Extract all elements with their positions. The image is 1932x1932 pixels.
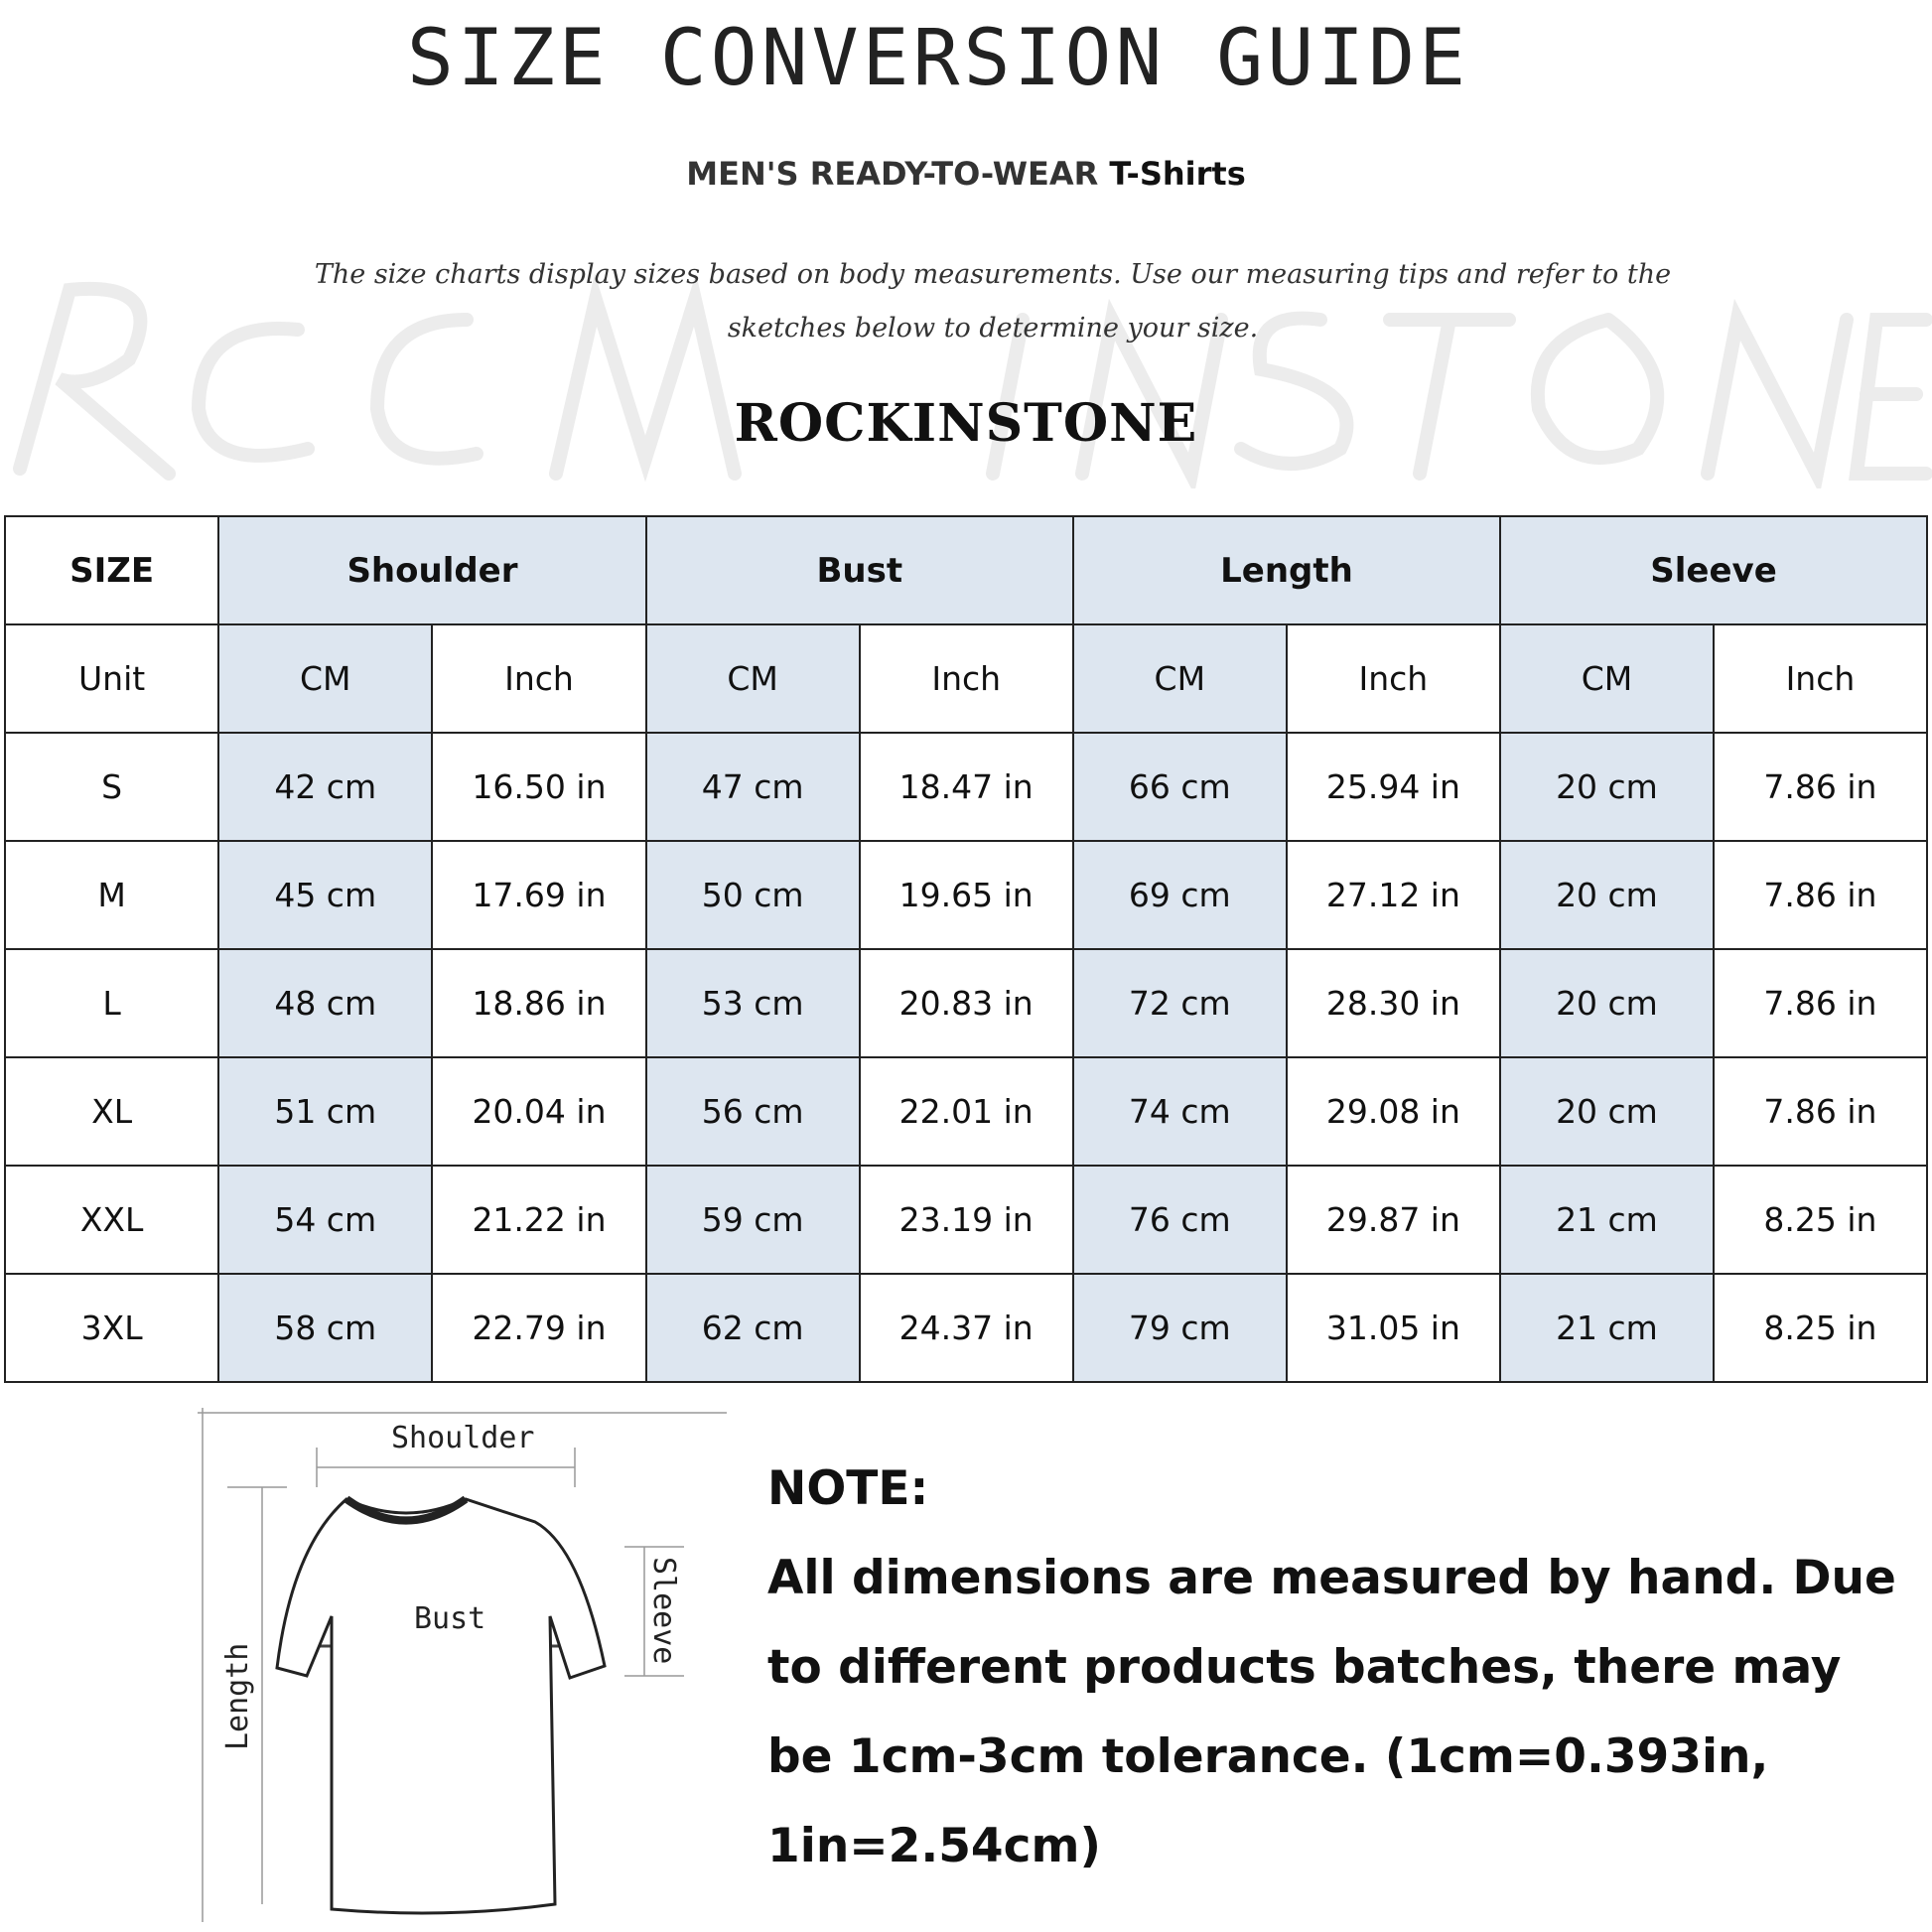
value-cell: 50 cm [644,840,861,950]
value-cell: 53 cm [644,948,861,1058]
table-row: XXL 54 cm 21.22 in 59 cm 23.19 in 76 cm 29.87 … [3,1165,1929,1275]
note: NOTE: All dimensions are measured by han… [767,1445,1919,1891]
subtitle: MEN'S READY-TO-WEAR T-Shirts [0,155,1932,193]
size-header: SIZE [3,515,220,625]
table-row: M 45 cm 17.69 in 50 cm 19.65 in 69 cm 27.12 in… [3,840,1929,950]
subtitle-product: T-Shirts [1109,155,1246,193]
value-cell: 8.25 in [1712,1273,1929,1383]
bust-label: Bust [414,1601,485,1636]
unit-label: Unit [3,623,220,734]
value-cell: 22.01 in [858,1056,1074,1167]
value-cell: 7.86 in [1712,948,1929,1058]
unit-row: Unit CM Inch CM Inch CM Inch CM Inch [3,623,1929,734]
value-cell: 31.05 in [1285,1273,1502,1383]
value-cell: 22.79 in [431,1273,647,1383]
brand-name: ROCKINSTONE [734,393,1198,454]
unit-inch: Inch [431,623,647,734]
value-cell: 27.12 in [1285,840,1502,950]
group-header-length: Length [1071,515,1502,625]
size-cell: XXL [3,1165,220,1275]
table-row: L 48 cm 18.86 in 53 cm 20.83 in 72 cm 28.30 in… [3,948,1929,1058]
value-cell: 20.04 in [431,1056,647,1167]
value-cell: 20 cm [1499,840,1715,950]
size-cell: M [3,840,220,950]
table-row: S 42 cm 16.50 in 47 cm 18.47 in 66 cm 25.94 in… [3,732,1929,842]
group-header-shoulder: Shoulder [217,515,647,625]
value-cell: 48 cm [217,948,434,1058]
value-cell: 72 cm [1071,948,1288,1058]
unit-inch: Inch [1285,623,1502,734]
tshirt-measurement-diagram: Shoulder Bust Length Sleeve [198,1408,727,1922]
size-cell: XL [3,1056,220,1167]
value-cell: 76 cm [1071,1165,1288,1275]
unit-inch: Inch [1712,623,1929,734]
page-title: SIZE CONVERSION GUIDE [406,14,1470,103]
value-cell: 42 cm [217,732,434,842]
unit-cm: CM [1071,623,1288,734]
length-label: Length [220,1643,255,1750]
group-header-bust: Bust [644,515,1074,625]
value-cell: 17.69 in [431,840,647,950]
value-cell: 18.47 in [858,732,1074,842]
value-cell: 25.94 in [1285,732,1502,842]
note-heading: NOTE: [767,1461,929,1516]
size-cell: 3XL [3,1273,220,1383]
value-cell: 51 cm [217,1056,434,1167]
table-row: 3XL 58 cm 22.79 in 62 cm 24.37 in 79 cm 31.05 … [3,1273,1929,1383]
value-cell: 20 cm [1499,732,1715,842]
table-row: XL 51 cm 20.04 in 56 cm 22.01 in 74 cm 29.08 i… [3,1056,1929,1167]
header-row: SIZE Shoulder Bust Length Sleeve [3,515,1928,625]
value-cell: 66 cm [1071,732,1288,842]
value-cell: 24.37 in [858,1273,1074,1383]
value-cell: 74 cm [1071,1056,1288,1167]
value-cell: 56 cm [644,1056,861,1167]
size-table: SIZE Shoulder Bust Length Sleeve Unit CM Inch CM… [3,515,1929,1383]
value-cell: 62 cm [644,1273,861,1383]
sleeve-label: Sleeve [646,1557,681,1664]
shoulder-label: Shoulder [391,1421,535,1455]
value-cell: 16.50 in [431,732,647,842]
unit-cm: CM [644,623,861,734]
value-cell: 45 cm [217,840,434,950]
value-cell: 79 cm [1071,1273,1288,1383]
value-cell: 54 cm [217,1165,434,1275]
value-cell: 21 cm [1499,1273,1715,1383]
value-cell: 8.25 in [1712,1165,1929,1275]
value-cell: 7.86 in [1712,840,1929,950]
value-cell: 7.86 in [1712,1056,1929,1167]
value-cell: 28.30 in [1285,948,1502,1058]
value-cell: 20 cm [1499,1056,1715,1167]
group-header-sleeve: Sleeve [1499,515,1928,625]
unit-cm: CM [1499,623,1715,734]
value-cell: 18.86 in [431,948,647,1058]
value-cell: 21 cm [1499,1165,1715,1275]
value-cell: 29.87 in [1285,1165,1502,1275]
value-cell: 47 cm [644,732,861,842]
value-cell: 21.22 in [431,1165,647,1275]
value-cell: 23.19 in [858,1165,1074,1275]
value-cell: 69 cm [1071,840,1288,950]
unit-inch: Inch [858,623,1074,734]
subtitle-main: MEN'S READY-TO-WEAR [686,155,1099,193]
intro-text: The size charts display sizes based on b… [314,259,1672,344]
value-cell: 20 cm [1499,948,1715,1058]
value-cell: 19.65 in [858,840,1074,950]
size-cell: S [3,732,220,842]
value-cell: 58 cm [217,1273,434,1383]
value-cell: 20.83 in [858,948,1074,1058]
value-cell: 29.08 in [1285,1056,1502,1167]
size-cell: L [3,948,220,1058]
unit-cm: CM [217,623,434,734]
value-cell: 7.86 in [1712,732,1929,842]
value-cell: 59 cm [644,1165,861,1275]
note-text: All dimensions are measured by hand. Due… [767,1551,1896,1873]
